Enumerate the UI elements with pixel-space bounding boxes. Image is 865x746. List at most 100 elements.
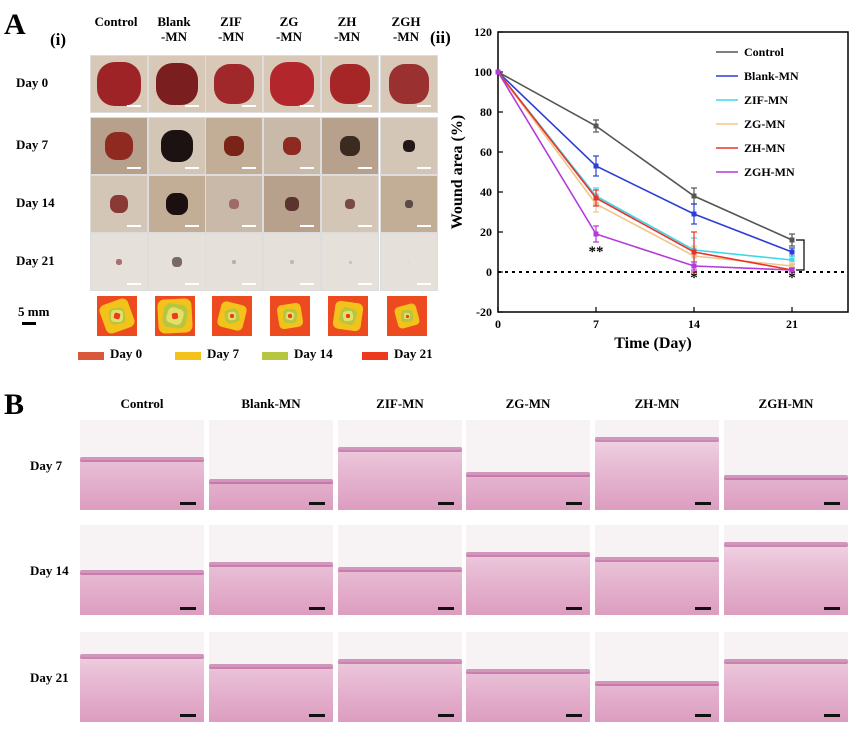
scale-bar <box>22 322 36 325</box>
histology-epidermis <box>209 664 333 669</box>
photo-scale-bar <box>127 225 141 227</box>
photo-col-header: ZGH -MN <box>374 14 438 44</box>
histology-scale-bar <box>824 607 840 610</box>
histology-background <box>724 420 848 478</box>
histology-image <box>724 525 848 615</box>
histology-epidermis <box>338 567 462 572</box>
schematic-area <box>405 314 409 318</box>
legend-entry: Blank-MN <box>744 69 799 83</box>
x-tick-label: 14 <box>688 317 700 331</box>
photo-scale-bar <box>185 283 199 285</box>
legend-swatch <box>262 352 288 360</box>
histology-background <box>466 525 590 555</box>
histology-epidermis <box>595 557 719 562</box>
photo-col-header-line1: ZGH <box>391 14 421 29</box>
significance-marker: * <box>690 270 698 286</box>
photo-col-header-line2: -MN <box>218 29 244 44</box>
wound-photo <box>205 55 263 113</box>
y-tick-label: 100 <box>474 65 492 79</box>
series-line <box>497 71 793 253</box>
histology-scale-bar <box>438 714 454 717</box>
histology-col-header: ZG-MN <box>505 396 551 411</box>
histology-epidermis <box>209 562 333 567</box>
wound-photo <box>205 233 263 291</box>
photo-scale-bar <box>185 167 199 169</box>
histology-scale-bar <box>824 714 840 717</box>
wound-region <box>214 64 254 104</box>
panel-a-letter: A <box>4 8 26 41</box>
wound-schematic <box>212 296 252 336</box>
wound-photo <box>380 233 438 291</box>
x-tick-label: 0 <box>495 317 501 331</box>
histology-epidermis <box>466 669 590 674</box>
photo-scale-bar <box>300 225 314 227</box>
histology-scale-bar <box>824 502 840 505</box>
wound-schematic <box>328 296 368 336</box>
significance-marker: ** <box>589 244 604 260</box>
histology-epidermis <box>724 475 848 480</box>
histology-image <box>595 632 719 722</box>
histology-epidermis <box>595 437 719 442</box>
histology-image <box>338 632 462 722</box>
histology-scale-bar <box>180 714 196 717</box>
photo-scale-bar <box>417 105 431 107</box>
histology-background <box>209 525 333 565</box>
wound-photo <box>148 233 206 291</box>
photo-col-header-line1: Control <box>94 14 138 29</box>
histology-background <box>209 420 333 482</box>
histology-epidermis <box>724 659 848 664</box>
histology-col-header: Blank-MN <box>241 396 301 411</box>
histology-scale-bar <box>695 607 711 610</box>
x-axis-label: Time (Day) <box>614 335 691 352</box>
series-line <box>497 71 793 271</box>
histology-col-header: ZH-MN <box>634 396 680 411</box>
photo-col-header: ZG -MN <box>257 14 321 44</box>
plot-frame <box>497 31 849 313</box>
photo-col-header: ZH -MN <box>315 14 379 44</box>
photo-col-header-line1: ZH <box>337 14 357 29</box>
photo-col-header-line2: -MN <box>161 29 187 44</box>
histology-image <box>80 420 204 510</box>
histology-background <box>724 525 848 545</box>
photo-row-label: Day 0 <box>16 75 49 90</box>
photo-scale-bar <box>242 167 256 169</box>
photo-col-header-line1: ZG <box>279 14 299 29</box>
data-point <box>593 163 599 169</box>
panel-a-ii-label: (ii) <box>430 28 451 47</box>
y-axis-label: Wound area (%) <box>449 115 466 229</box>
schematic-area <box>171 312 179 320</box>
histology-epidermis <box>80 457 204 462</box>
wound-region <box>166 193 188 215</box>
y-tick-label: 120 <box>474 25 492 39</box>
wound-photo <box>148 117 206 175</box>
photo-col-header-line2: -MN <box>334 29 360 44</box>
wound-photo <box>90 55 148 113</box>
data-point <box>789 263 795 269</box>
histology-background <box>209 632 333 667</box>
histology-background <box>338 420 462 450</box>
y-tick-label: 0 <box>486 265 492 279</box>
histology-image <box>338 525 462 615</box>
data-point <box>593 123 599 129</box>
wound-region <box>116 259 122 265</box>
histology-row-label: Day 14 <box>30 563 69 578</box>
wound-region <box>97 62 141 106</box>
histology-image <box>595 525 719 615</box>
wound-schematic <box>387 296 427 336</box>
x-tick-label: 21 <box>786 317 798 331</box>
photo-col-header: Control <box>84 14 148 29</box>
histology-image <box>80 525 204 615</box>
legend-entry: ZH-MN <box>744 141 786 155</box>
panel-b-letter: B <box>4 388 25 421</box>
legend-label: Day 21 <box>394 346 433 361</box>
wound-photo <box>380 55 438 113</box>
histology-scale-bar <box>695 502 711 505</box>
y-tick-label: 20 <box>480 225 492 239</box>
series-line <box>497 71 793 271</box>
photo-scale-bar <box>127 167 141 169</box>
panel-a-i-label: (i) <box>50 30 67 49</box>
histology-image <box>466 525 590 615</box>
photo-col-header-line1: ZIF <box>220 14 242 29</box>
schematic-area <box>229 313 235 319</box>
legend-entry: ZIF-MN <box>744 93 788 107</box>
